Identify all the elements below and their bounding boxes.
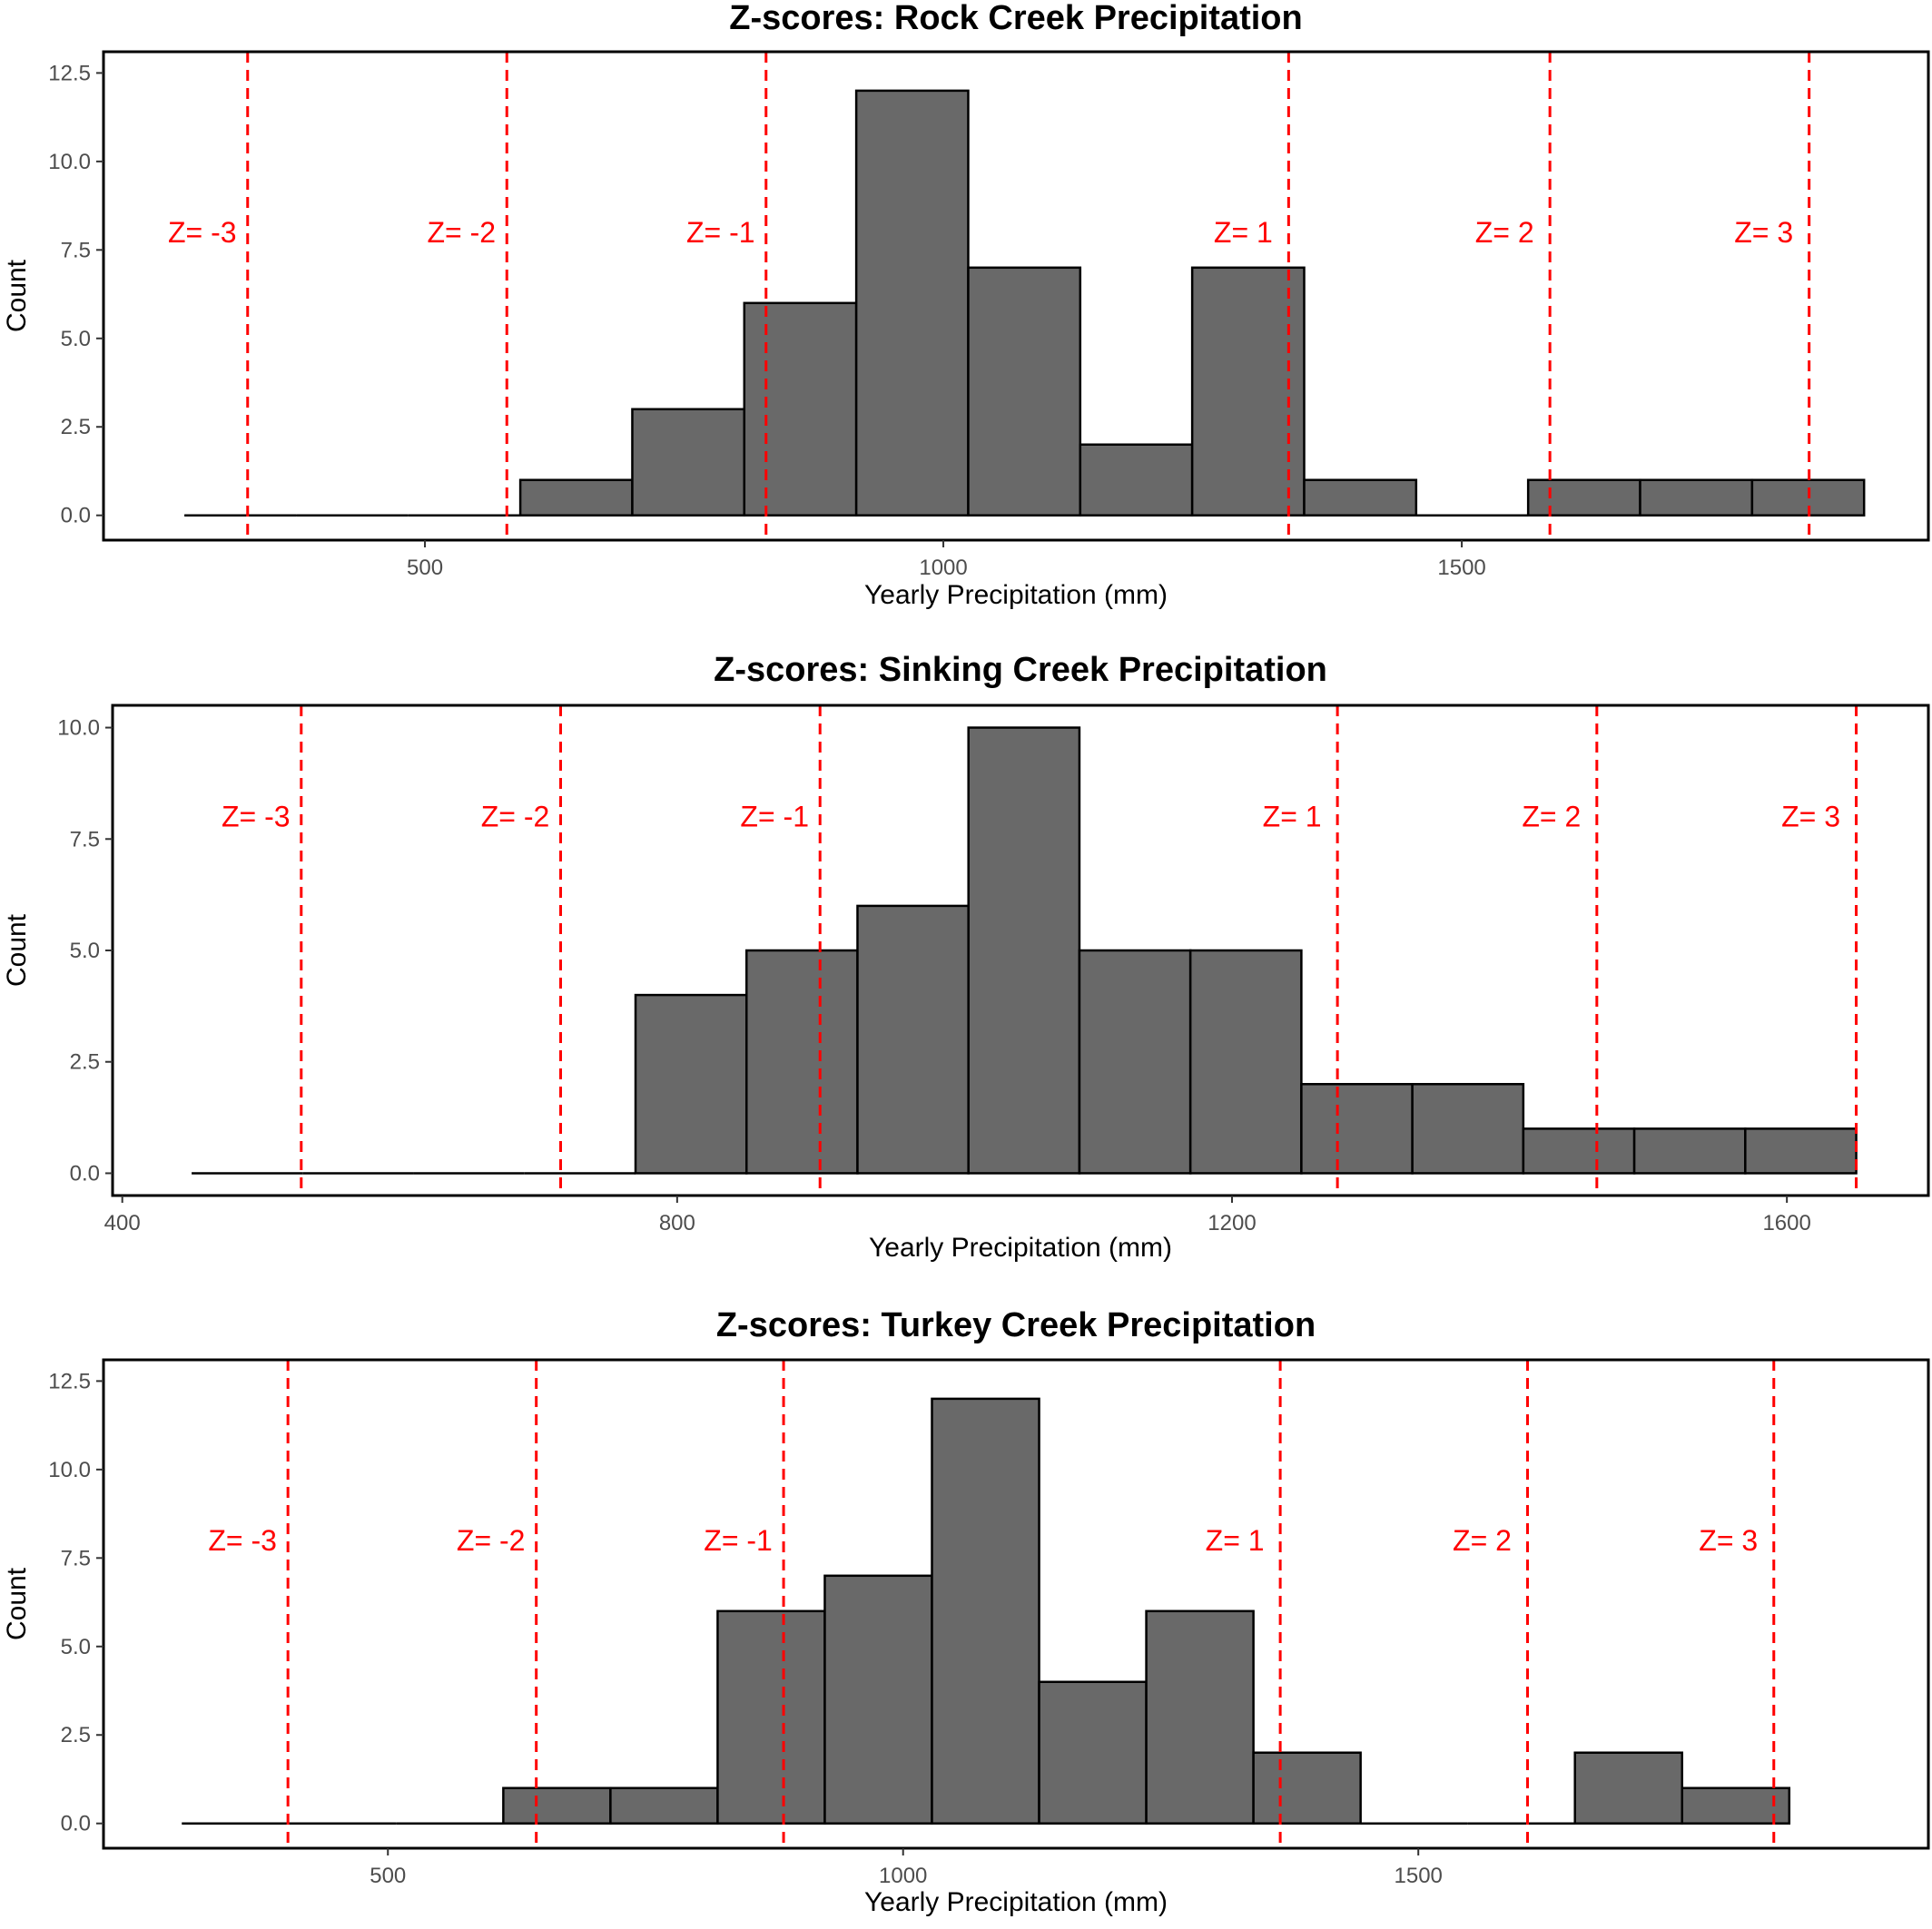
turkey-creek-bar [1252,1751,1362,1825]
turkey-creek-bar [823,1574,933,1825]
sinking-creek-bar [967,726,1081,1175]
turkey-creek-y-tick-label: 2.5 [61,1723,91,1747]
sinking-creek-bar [1411,1083,1525,1175]
sinking-creek-zscore-label: Z= 3 [1781,801,1840,833]
rock-creek-zscore-label: Z= -1 [686,216,755,249]
sinking-creek-bar [1188,949,1303,1175]
turkey-creek-zscore-label: Z= -2 [457,1524,526,1557]
turkey-creek-bar [1681,1786,1791,1825]
turkey-creek-zscore-label: Z= -1 [704,1524,773,1557]
sinking-creek-y-tick-label: 7.5 [70,827,100,851]
rock-creek-bar [1639,478,1754,517]
rock-creek-y-tick-label: 5.0 [61,327,91,351]
turkey-creek-bar [1573,1751,1683,1825]
rock-creek-bar [1190,266,1306,517]
turkey-creek-bar [931,1397,1040,1825]
rock-creek-x-tick-label: 1500 [1437,556,1485,580]
sinking-creek-x-tick-label: 800 [659,1211,695,1235]
rock-creek-plot-border [102,50,1930,542]
sinking-creek-y-tick-label: 2.5 [70,1050,100,1075]
sinking-creek-zscore-label: Z= -1 [740,801,809,833]
rock-creek-bar [743,301,858,517]
sinking-creek-zscore-label: Z= -3 [222,801,291,833]
sinking-creek-zscore-label: Z= -2 [481,801,550,833]
sinking-creek-title: Z-scores: Sinking Creek Precipitation [714,651,1327,689]
rock-creek-y-tick-label: 2.5 [61,415,91,439]
rock-creek-panel: Z-scores: Rock Creek Precipitation Z= -3 Z… [2,0,1930,610]
rock-creek-y-tick-label: 10.0 [48,150,91,174]
sinking-creek-bar [856,904,970,1175]
turkey-creek-y-tick-label: 12.5 [48,1369,91,1393]
turkey-creek-title: Z-scores: Turkey Creek Precipitation [716,1306,1316,1344]
sinking-creek-bar [1078,949,1192,1175]
rock-creek-x-axis-label: Yearly Precipitation (mm) [864,580,1168,610]
turkey-creek-bar [1145,1609,1255,1825]
rock-creek-y-axis-label: Count [2,259,32,332]
turkey-creek-bar [609,1786,719,1825]
turkey-creek-bar [716,1609,826,1825]
turkey-creek-zscore-label: Z= 2 [1453,1524,1512,1557]
rock-creek-x-tick-label: 500 [407,556,443,580]
rock-creek-x-tick-label: 1000 [919,556,967,580]
rock-creek-zscore-label: Z= 3 [1734,216,1793,249]
sinking-creek-x-tick-label: 400 [104,1211,141,1235]
rock-creek-zscore-label: Z= 1 [1214,216,1273,249]
sinking-creek-y-axis-label: Count [2,913,32,987]
sinking-creek-y-tick-label: 5.0 [70,939,100,963]
sinking-creek-bar [1300,1083,1414,1175]
sinking-creek-bar [1632,1127,1747,1175]
sinking-creek-x-tick-label: 1200 [1208,1211,1256,1235]
sinking-creek-bar [1744,1127,1858,1175]
rock-creek-bar [1526,478,1641,517]
turkey-creek-plot-border [102,1358,1930,1850]
sinking-creek-bar [634,993,748,1175]
rock-creek-y-tick-label: 0.0 [61,504,91,528]
turkey-creek-x-tick-label: 500 [370,1864,406,1888]
sinking-creek-x-axis-label: Yearly Precipitation (mm) [869,1233,1172,1263]
turkey-creek-x-tick-label: 1000 [879,1864,927,1888]
turkey-creek-zscore-label: Z= 1 [1206,1524,1265,1557]
sinking-creek-bar [744,949,859,1175]
sinking-creek-zscore-label: Z= 2 [1522,801,1581,833]
turkey-creek-y-tick-label: 10.0 [48,1458,91,1482]
turkey-creek-x-tick-label: 1500 [1395,1864,1443,1888]
turkey-creek-y-tick-label: 7.5 [61,1546,91,1570]
sinking-creek-panel: Z-scores: Sinking Creek Precipitation Z= … [2,651,1930,1263]
rock-creek-bar [1303,478,1418,517]
rock-creek-bar [631,408,746,517]
rock-creek-title: Z-scores: Rock Creek Precipitation [729,0,1302,37]
turkey-creek-x-axis-label: Yearly Precipitation (mm) [864,1887,1168,1917]
turkey-creek-panel: Z-scores: Turkey Creek Precipitation Z= -… [2,1306,1930,1917]
sinking-creek-y-tick-label: 0.0 [70,1161,100,1186]
rock-creek-zscore-label: Z= -3 [168,216,237,249]
turkey-creek-bar [502,1786,612,1825]
rock-creek-zscore-label: Z= 2 [1475,216,1534,249]
rock-creek-bar [854,89,970,517]
sinking-creek-y-tick-label: 10.0 [57,716,100,741]
rock-creek-y-tick-label: 12.5 [48,61,91,85]
turkey-creek-bar [1038,1680,1148,1825]
sinking-creek-zscore-label: Z= 1 [1263,801,1322,833]
turkey-creek-zscore-label: Z= 3 [1699,1524,1758,1557]
rock-creek-bar [1079,443,1194,517]
turkey-creek-y-tick-label: 5.0 [61,1635,91,1659]
sinking-creek-x-tick-label: 1600 [1762,1211,1810,1235]
turkey-creek-y-axis-label: Count [2,1567,32,1640]
sinking-creek-bar [1522,1127,1636,1175]
rock-creek-y-tick-label: 7.5 [61,238,91,262]
turkey-creek-zscore-label: Z= -3 [208,1524,277,1557]
rock-creek-bar [518,478,634,517]
rock-creek-zscore-label: Z= -2 [427,216,496,249]
turkey-creek-y-tick-label: 0.0 [61,1812,91,1836]
rock-creek-bar [967,266,1082,517]
